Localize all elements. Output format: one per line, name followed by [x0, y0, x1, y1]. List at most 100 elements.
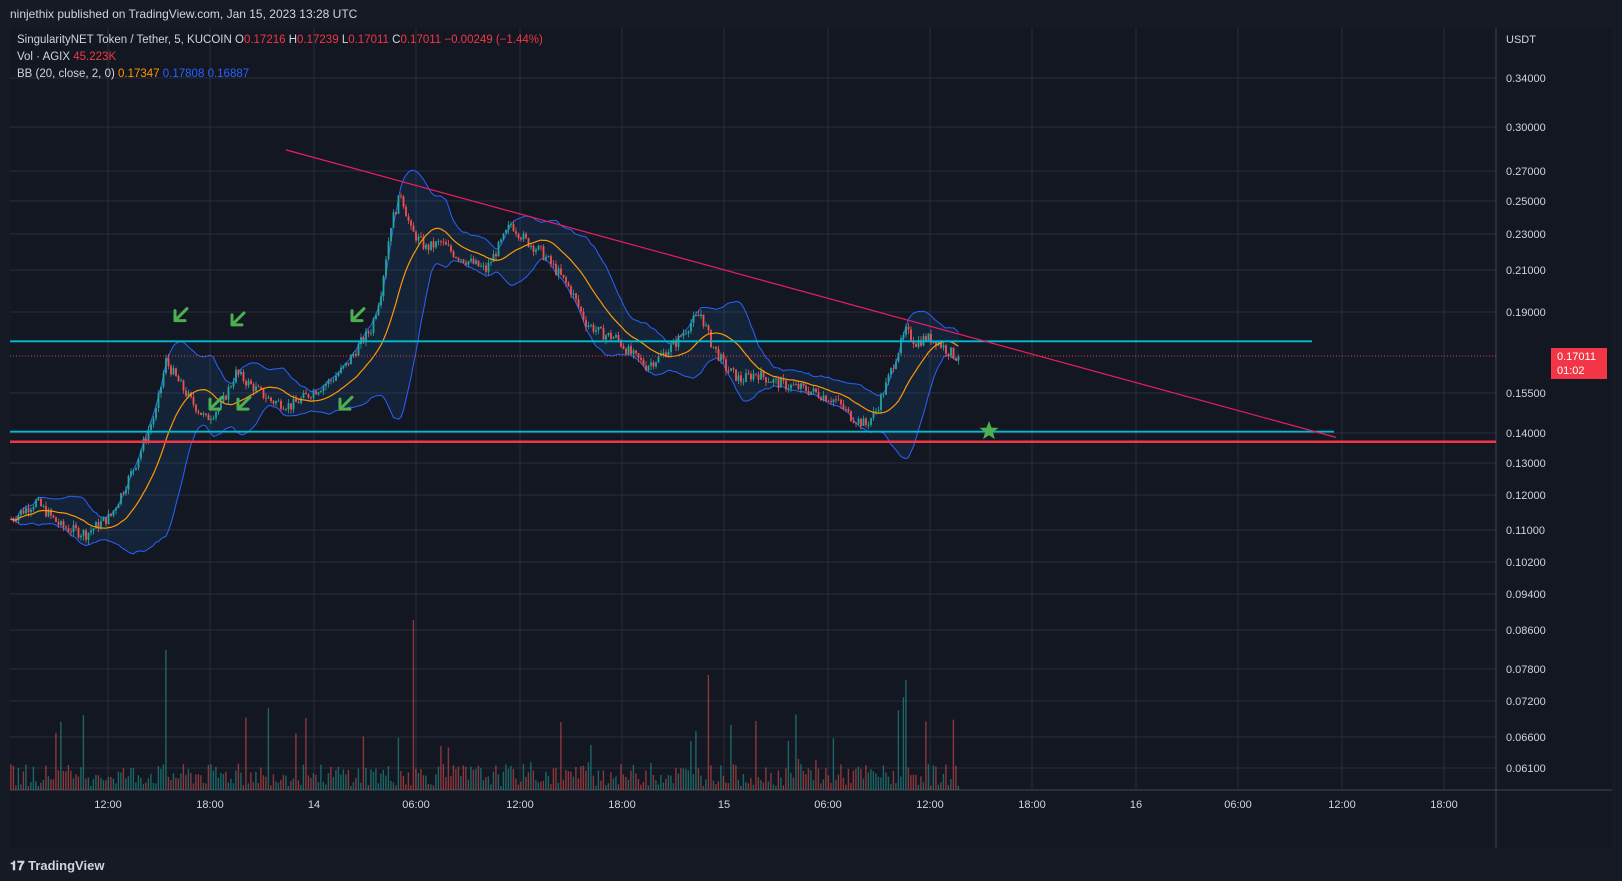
- tradingview-logo[interactable]: 𝟏𝟕 TradingView: [10, 858, 104, 874]
- candle-body: [322, 386, 325, 392]
- volume-bar: [680, 768, 682, 790]
- volume-bar: [545, 771, 547, 790]
- candle-body: [727, 370, 730, 372]
- candle-body: [600, 326, 602, 329]
- volume-bar: [567, 770, 570, 790]
- volume-bar: [505, 764, 507, 790]
- candle-body: [835, 399, 837, 401]
- candle-body: [145, 438, 147, 442]
- candle-body: [682, 333, 685, 337]
- price-tick-label: 0.19000: [1506, 307, 1546, 319]
- candle-body: [355, 354, 357, 356]
- volume-bar: [262, 775, 265, 790]
- candle-body: [690, 322, 692, 332]
- volume-bar: [645, 770, 647, 790]
- volume-bar: [85, 778, 87, 790]
- tv-logo-icon: 𝟏𝟕: [10, 858, 25, 873]
- volume-bar: [160, 768, 162, 790]
- candle-body: [235, 369, 237, 383]
- time-tick-label: 15: [718, 799, 730, 811]
- volume-bar: [190, 772, 192, 790]
- candle-body: [905, 326, 907, 335]
- last-price-tag: 0.17011 01:02: [1551, 347, 1607, 379]
- candle-body: [930, 333, 932, 343]
- volume-bar: [177, 778, 180, 790]
- candle-body: [80, 535, 82, 538]
- volume-bar: [707, 675, 710, 790]
- candle-body: [680, 335, 682, 337]
- candle-body: [237, 369, 240, 375]
- candle-body: [935, 340, 937, 346]
- price-tick-label: 0.11000: [1506, 525, 1545, 537]
- candle-body: [685, 333, 687, 335]
- volume-bar: [265, 776, 267, 790]
- candle-body: [432, 241, 435, 248]
- legend-volume-row: Vol · AGIX 45.223K: [17, 51, 116, 63]
- candle-body: [57, 521, 60, 525]
- volume-bar: [415, 768, 417, 790]
- volume-bar: [472, 769, 475, 790]
- candle-body: [385, 259, 387, 277]
- volume-bar: [167, 776, 170, 790]
- candle-body: [335, 375, 337, 381]
- candles: [10, 192, 960, 545]
- candle-body: [955, 358, 957, 361]
- volume-bar: [52, 779, 55, 790]
- candle-body: [427, 244, 430, 250]
- candle-body: [800, 383, 802, 389]
- volume-bar: [417, 772, 420, 790]
- candle-body: [87, 532, 90, 540]
- candle-body: [507, 224, 510, 230]
- candle-body: [857, 418, 860, 424]
- candle-body: [290, 403, 292, 410]
- candle-body: [717, 348, 720, 361]
- volume-bar: [482, 780, 485, 790]
- candle-body: [630, 346, 632, 355]
- candle-body: [472, 258, 475, 264]
- volume-bar: [230, 778, 232, 790]
- candle-body: [95, 522, 97, 529]
- volume-bar: [775, 785, 777, 790]
- candle-body: [257, 386, 260, 388]
- volume-bar: [647, 785, 650, 790]
- candle-body: [692, 315, 695, 323]
- chart-frame[interactable]: [10, 28, 1612, 848]
- candle-body: [485, 265, 487, 272]
- volume-bar: [695, 731, 697, 790]
- candle-body: [110, 513, 112, 516]
- volume-bar: [222, 773, 225, 790]
- candle-body: [330, 380, 332, 381]
- volume-bar: [945, 764, 947, 790]
- ohlc-high-label: H: [288, 34, 298, 46]
- candle-body: [165, 358, 167, 373]
- bb-upper-value: 0.17808: [162, 68, 205, 80]
- symbol-title: SingularityNET Token / Tether, 5, KUCOIN: [17, 34, 232, 46]
- volume-bar: [37, 785, 40, 790]
- candle-body: [17, 514, 20, 521]
- volume-bar: [600, 780, 602, 790]
- time-tick-label: 16: [1130, 799, 1142, 811]
- candle-body: [535, 249, 537, 252]
- volume-bar: [917, 784, 920, 790]
- candle-body: [440, 241, 442, 243]
- candle-body: [815, 388, 817, 393]
- candle-body: [490, 262, 492, 263]
- legend-bb-row: BB (20, close, 2, 0) 0.17347 0.17808 0.1…: [17, 68, 249, 80]
- candle-body: [300, 398, 302, 404]
- volume-bar: [825, 767, 827, 790]
- volume-bar: [690, 741, 692, 790]
- candle-body: [47, 509, 50, 517]
- volume-bar: [287, 785, 290, 790]
- candle-body: [702, 314, 705, 326]
- price-chart[interactable]: USDT 0.34000 0.30000 0.27000 0.25000 0.23000 0…: [10, 28, 1612, 848]
- change-value: −0.00249 (−1.44%): [444, 34, 543, 46]
- candle-body: [462, 259, 465, 263]
- volume-bar: [272, 774, 275, 790]
- candle-body: [610, 332, 612, 339]
- candle-body: [395, 212, 397, 214]
- candle-body: [547, 256, 550, 257]
- volume-bar: [725, 782, 727, 790]
- time-tick-label: 18:00: [1018, 799, 1046, 811]
- candle-body: [700, 314, 702, 317]
- volume-bar: [667, 775, 670, 790]
